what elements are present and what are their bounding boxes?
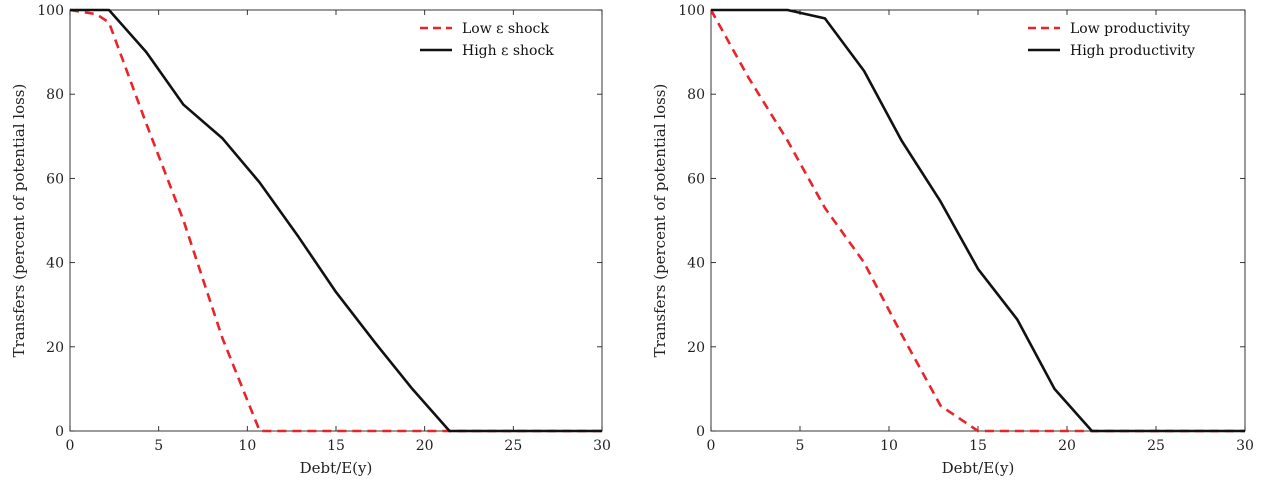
- legend-label: High productivity: [1070, 43, 1195, 59]
- y-tick-label: 0: [696, 424, 705, 440]
- x-tick-label: 10: [880, 438, 898, 454]
- y-tick-label: 40: [687, 256, 705, 272]
- y-tick-label: 60: [46, 171, 64, 187]
- x-tick-label: 20: [416, 438, 434, 454]
- plot-frame: [69, 9, 603, 432]
- left-chart: 0 5 10 15 20 25 30 0 20 40 60 80 100 Debt/E(y) Transfe…: [10, 3, 611, 477]
- x-tick-label: 25: [504, 438, 522, 454]
- x-tick-label: 10: [238, 438, 256, 454]
- y-axis-label: Transfers (percent of potential loss): [10, 84, 28, 358]
- y-tick-label: 100: [678, 3, 705, 19]
- x-tick-label: 15: [327, 438, 345, 454]
- right-chart: 0 5 10 15 20 25 30 0 20 40 60 80 100 Debt/E(y) Transfe…: [651, 3, 1254, 477]
- x-tick-label: 30: [593, 438, 611, 454]
- y-axis-label: Transfers (percent of potential loss): [651, 84, 669, 358]
- y-tick-label: 80: [687, 87, 705, 103]
- x-tick-label: 0: [66, 438, 75, 454]
- x-axis-label: Debt/E(y): [942, 459, 1015, 477]
- x-tick-label: 0: [707, 438, 716, 454]
- x-tick-label: 30: [1236, 438, 1254, 454]
- x-axis-label: Debt/E(y): [300, 459, 373, 477]
- y-tick-label: 60: [687, 171, 705, 187]
- series-line-solid: [70, 8, 602, 433]
- series-line-solid: [711, 8, 1245, 433]
- legend-label: Low ε shock: [462, 21, 549, 37]
- legend-label: High ε shock: [462, 43, 554, 59]
- x-tick-label: 15: [969, 438, 987, 454]
- y-tick-label: 80: [46, 87, 64, 103]
- y-tick-label: 0: [55, 424, 64, 440]
- x-tick-label: 5: [796, 438, 805, 454]
- y-tick-label: 40: [46, 256, 64, 272]
- x-tick-label: 5: [154, 438, 163, 454]
- x-tick-label: 25: [1147, 438, 1165, 454]
- y-tick-label: 100: [37, 3, 64, 19]
- plot-frame: [710, 9, 1246, 432]
- legend-label: Low productivity: [1070, 21, 1190, 37]
- series-line-dashed: [69, 8, 602, 433]
- y-tick-label: 20: [687, 340, 705, 356]
- x-tick-label: 20: [1058, 438, 1076, 454]
- y-tick-label: 20: [46, 340, 64, 356]
- series-line-dashed: [709, 9, 1245, 433]
